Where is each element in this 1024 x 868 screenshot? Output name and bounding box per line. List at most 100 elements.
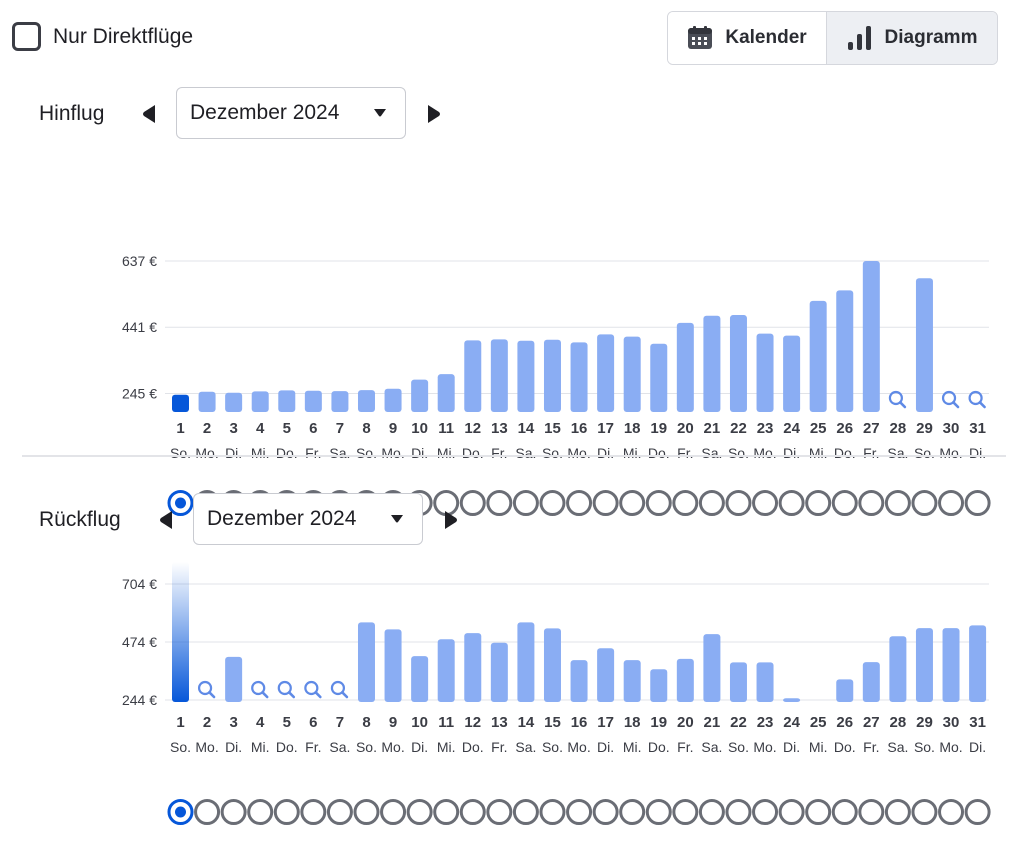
return-next-month-button[interactable] <box>440 509 462 531</box>
outbound-day-radio[interactable] <box>512 490 539 516</box>
return-bar-day-10[interactable] <box>411 656 429 702</box>
outbound-day-radio[interactable] <box>486 490 513 516</box>
search-icon[interactable] <box>277 680 296 699</box>
return-bar-day-3[interactable] <box>225 656 243 702</box>
return-bar-day-13[interactable] <box>490 642 508 702</box>
chart-view-button[interactable]: Diagramm <box>827 12 997 64</box>
outbound-day-radio[interactable] <box>752 490 779 516</box>
return-day-radio[interactable] <box>273 799 300 825</box>
return-day-radio[interactable] <box>698 799 725 825</box>
return-bar-day-11[interactable] <box>437 639 455 702</box>
outbound-day-radio[interactable] <box>831 490 858 516</box>
return-day-radio[interactable] <box>725 799 752 825</box>
return-day-radio[interactable] <box>459 799 486 825</box>
outbound-day-radio[interactable] <box>805 490 832 516</box>
return-bar-day-23[interactable] <box>756 662 774 702</box>
return-day-radio[interactable] <box>938 799 965 825</box>
search-icon[interactable] <box>251 680 269 699</box>
outbound-bar-day-26[interactable] <box>836 290 854 412</box>
outbound-bar-day-25[interactable] <box>809 300 827 412</box>
outbound-bar-day-11[interactable] <box>437 374 455 412</box>
outbound-bar-day-3[interactable] <box>225 392 243 412</box>
return-bar-day-21[interactable] <box>703 634 721 702</box>
return-day-radio[interactable] <box>406 799 433 825</box>
outbound-bar-day-14[interactable] <box>517 340 535 412</box>
outbound-bar-day-4[interactable] <box>251 391 269 412</box>
search-icon[interactable] <box>197 680 216 699</box>
return-day-radio[interactable] <box>194 799 221 825</box>
return-day-radio[interactable] <box>672 799 699 825</box>
outbound-bar-day-27[interactable] <box>862 261 880 412</box>
outbound-bar-day-7[interactable] <box>331 391 349 412</box>
return-day-radio[interactable] <box>380 799 407 825</box>
outbound-next-month-button[interactable] <box>423 103 445 125</box>
return-bar-day-19[interactable] <box>650 669 668 702</box>
outbound-bar-day-2[interactable] <box>198 391 216 412</box>
return-bar-day-8[interactable] <box>357 622 375 702</box>
outbound-bar-day-8[interactable] <box>357 390 375 412</box>
calendar-view-button[interactable]: Kalender <box>668 12 828 64</box>
search-icon[interactable] <box>941 390 960 409</box>
return-prev-month-button[interactable] <box>155 509 177 531</box>
return-bar-day-18[interactable] <box>623 660 641 702</box>
search-icon[interactable] <box>888 390 907 409</box>
return-day-radio[interactable] <box>805 799 832 825</box>
return-day-radio[interactable] <box>539 799 566 825</box>
outbound-bar-day-18[interactable] <box>623 336 641 412</box>
outbound-bar-day-12[interactable] <box>464 340 482 412</box>
return-bar-day-24[interactable] <box>783 698 801 702</box>
return-bar-day-1[interactable] <box>172 562 189 702</box>
outbound-day-radio[interactable] <box>698 490 725 516</box>
outbound-day-radio[interactable] <box>592 490 619 516</box>
direct-flights-toggle[interactable]: Nur Direktflüge <box>12 22 193 51</box>
outbound-bar-day-17[interactable] <box>597 334 615 412</box>
return-day-radio[interactable] <box>911 799 938 825</box>
outbound-bar-day-9[interactable] <box>384 388 402 412</box>
return-day-radio[interactable] <box>645 799 672 825</box>
return-bar-day-31[interactable] <box>969 625 987 702</box>
outbound-month-select[interactable]: Dezember 2024 <box>176 87 406 139</box>
return-bar-day-14[interactable] <box>517 622 535 702</box>
return-bar-day-16[interactable] <box>570 660 588 702</box>
search-icon[interactable] <box>330 680 349 699</box>
return-bar-day-12[interactable] <box>464 633 482 702</box>
outbound-bar-day-6[interactable] <box>304 390 322 412</box>
return-day-radio[interactable] <box>326 799 353 825</box>
return-day-radio[interactable] <box>964 799 991 825</box>
outbound-day-radio[interactable] <box>672 490 699 516</box>
return-day-radio[interactable] <box>433 799 460 825</box>
outbound-day-radio[interactable] <box>964 490 991 516</box>
return-day-radio[interactable] <box>353 799 380 825</box>
outbound-bar-day-1[interactable] <box>172 394 189 412</box>
outbound-day-radio[interactable] <box>645 490 672 516</box>
search-icon[interactable] <box>968 390 986 409</box>
outbound-day-radio[interactable] <box>459 490 486 516</box>
return-day-radio[interactable] <box>778 799 805 825</box>
outbound-prev-month-button[interactable] <box>138 103 160 125</box>
return-day-radio[interactable] <box>300 799 327 825</box>
return-day-radio[interactable] <box>220 799 247 825</box>
return-bar-day-28[interactable] <box>889 636 907 702</box>
outbound-day-radio[interactable] <box>858 490 885 516</box>
outbound-bar-day-20[interactable] <box>676 322 694 412</box>
outbound-bar-day-10[interactable] <box>411 379 429 412</box>
return-bar-day-30[interactable] <box>942 628 960 702</box>
outbound-bar-day-19[interactable] <box>650 343 668 412</box>
return-day-radio[interactable] <box>884 799 911 825</box>
outbound-day-radio[interactable] <box>539 490 566 516</box>
outbound-day-radio[interactable] <box>778 490 805 516</box>
return-day-radio[interactable] <box>247 799 274 825</box>
return-day-radio[interactable] <box>752 799 779 825</box>
return-day-radio[interactable] <box>566 799 593 825</box>
return-bar-day-26[interactable] <box>836 679 854 702</box>
outbound-day-radio[interactable] <box>566 490 593 516</box>
return-month-select[interactable]: Dezember 2024 <box>193 493 423 545</box>
outbound-bar-day-22[interactable] <box>729 315 747 412</box>
return-day-radio[interactable] <box>592 799 619 825</box>
outbound-bar-day-29[interactable] <box>915 278 933 412</box>
outbound-day-radio[interactable] <box>884 490 911 516</box>
search-icon[interactable] <box>304 680 322 699</box>
return-bar-day-20[interactable] <box>676 658 694 702</box>
outbound-day-radio[interactable] <box>619 490 646 516</box>
outbound-day-radio[interactable] <box>911 490 938 516</box>
